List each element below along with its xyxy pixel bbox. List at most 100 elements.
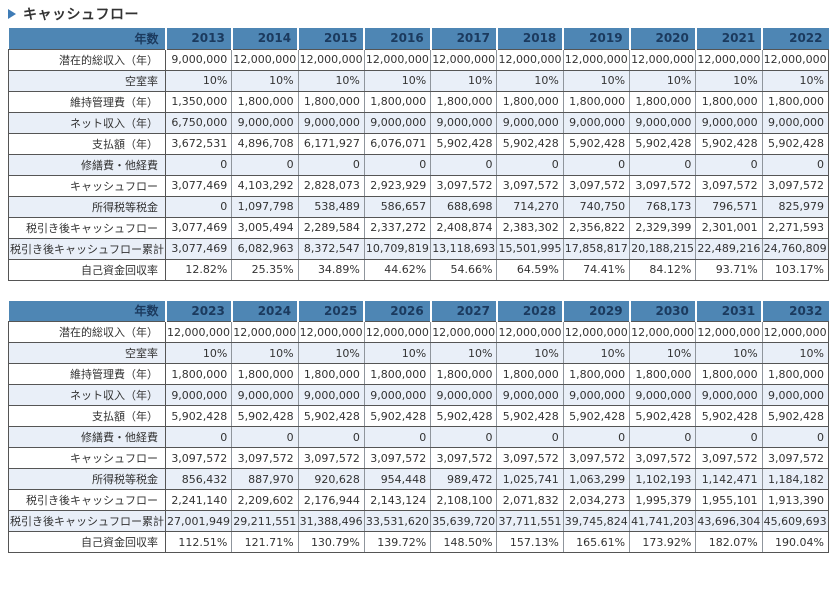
section-header: キャッシュフロー	[8, 4, 829, 24]
data-cell: 15,501,995	[496, 238, 564, 260]
data-cell: 12,000,000	[563, 321, 631, 343]
data-cell: 5,902,428	[762, 405, 830, 427]
data-cell: 5,902,428	[430, 405, 498, 427]
data-cell: 1,350,000	[165, 91, 233, 113]
data-cell: 740,750	[563, 196, 631, 218]
data-cell: 1,184,182	[762, 468, 830, 490]
data-cell: 35,639,720	[430, 510, 498, 532]
row-label-cell: 潜在的総収入（年）	[8, 321, 166, 343]
data-cell: 2,329,399	[629, 217, 697, 239]
data-cell: 9,000,000	[298, 112, 365, 134]
data-cell: 2,209,602	[231, 489, 299, 511]
row-label-cell: 維持管理費（年）	[8, 363, 166, 385]
data-cell: 5,902,428	[231, 405, 299, 427]
data-cell: 0	[298, 154, 365, 176]
data-cell: 12,000,000	[695, 321, 763, 343]
data-cell: 10%	[298, 342, 365, 364]
row-label-cell: 所得税等税金	[8, 196, 166, 218]
data-cell: 8,372,547	[298, 238, 365, 260]
year-header-cell: 2018	[496, 28, 565, 50]
data-cell: 0	[364, 426, 432, 448]
row-label-cell: 維持管理費（年）	[8, 91, 166, 113]
data-cell: 0	[430, 154, 498, 176]
year-header-row: 年数 2023 2024 2025 2026 2027 2028 2029 2030 2031 20…	[8, 300, 829, 322]
data-cell: 0	[430, 426, 498, 448]
table-row: キャッシュフロー 3,077,469 4,103,292 2,828,073 2,923…	[8, 175, 830, 197]
data-cell: 1,025,741	[496, 468, 564, 490]
data-cell: 9,000,000	[165, 49, 233, 71]
table-row: 維持管理費（年） 1,800,000 1,800,000 1,800,000 1,800…	[8, 363, 830, 385]
data-cell: 5,902,428	[563, 405, 631, 427]
data-cell: 9,000,000	[496, 112, 564, 134]
data-cell: 2,356,822	[563, 217, 631, 239]
data-cell: 0	[695, 154, 763, 176]
data-cell: 1,102,193	[629, 468, 697, 490]
row-label-cell: 自己資金回収率	[8, 531, 166, 553]
row-label-cell: 自己資金回収率	[8, 259, 166, 281]
data-cell: 1,955,101	[695, 489, 763, 511]
data-cell: 9,000,000	[165, 384, 233, 406]
data-cell: 3,097,572	[364, 447, 432, 469]
data-cell: 84.12%	[629, 259, 697, 281]
data-cell: 93.71%	[695, 259, 763, 281]
data-cell: 182.07%	[695, 531, 763, 553]
table-row: 税引き後キャッシュフロー 3,077,469 3,005,494 2,289,584 2…	[8, 217, 830, 239]
data-cell: 5,902,428	[364, 405, 432, 427]
data-cell: 74.41%	[563, 259, 631, 281]
data-cell: 0	[563, 426, 631, 448]
data-cell: 5,902,428	[762, 133, 830, 155]
data-cell: 13,118,693	[430, 238, 498, 260]
data-cell: 1,800,000	[364, 91, 432, 113]
data-cell: 3,097,572	[762, 447, 830, 469]
data-cell: 12,000,000	[231, 321, 299, 343]
data-cell: 768,173	[629, 196, 697, 218]
table-row: 潜在的総収入（年） 12,000,000 12,000,000 12,000,000 1…	[8, 321, 830, 343]
table-row: 支払額（年） 5,902,428 5,902,428 5,902,428 5,902,4…	[8, 405, 830, 427]
data-cell: 12,000,000	[231, 49, 299, 71]
data-cell: 10%	[430, 70, 498, 92]
data-cell: 12.82%	[165, 259, 233, 281]
data-cell: 130.79%	[298, 531, 365, 553]
table-row: 潜在的総収入（年） 9,000,000 12,000,000 12,000,000 12…	[8, 49, 830, 71]
year-header-cell: 2027	[430, 300, 498, 322]
table-row: キャッシュフロー 3,097,572 3,097,572 3,097,572 3,097…	[8, 447, 830, 469]
data-cell: 10%	[165, 70, 233, 92]
data-cell: 2,408,874	[430, 217, 498, 239]
data-cell: 9,000,000	[231, 384, 299, 406]
table-row: 空室率 10% 10% 10% 10% 10% 10% 10% 10% 10% 10%	[8, 70, 830, 92]
data-cell: 12,000,000	[762, 49, 830, 71]
data-cell: 5,902,428	[496, 405, 564, 427]
table-row: 税引き後キャッシュフロー累計 27,001,949 29,211,551 31,388…	[8, 510, 830, 532]
data-cell: 5,902,428	[165, 405, 233, 427]
data-cell: 12,000,000	[762, 321, 830, 343]
data-cell: 688,698	[430, 196, 498, 218]
year-header-cell: 2021	[695, 28, 764, 50]
data-cell: 1,800,000	[231, 91, 299, 113]
data-cell: 12,000,000	[430, 321, 498, 343]
data-cell: 10%	[695, 70, 763, 92]
data-cell: 1,800,000	[695, 91, 763, 113]
data-cell: 139.72%	[364, 531, 432, 553]
data-cell: 39,745,824	[563, 510, 631, 532]
data-cell: 1,800,000	[563, 363, 631, 385]
data-cell: 3,005,494	[231, 217, 299, 239]
data-cell: 17,858,817	[563, 238, 631, 260]
data-cell: 43,696,304	[695, 510, 763, 532]
year-header-cell: 2026	[364, 300, 432, 322]
data-cell: 9,000,000	[298, 384, 365, 406]
data-cell: 41,741,203	[629, 510, 697, 532]
data-cell: 0	[629, 426, 697, 448]
year-header-cell: 2031	[695, 300, 764, 322]
data-cell: 27,001,949	[165, 510, 233, 532]
data-cell: 10%	[496, 342, 564, 364]
table-row: 修繕費・他経費 0 0 0 0 0 0 0 0 0 0	[8, 426, 830, 448]
data-cell: 0	[762, 426, 830, 448]
data-cell: 3,097,572	[496, 175, 564, 197]
data-cell: 1,800,000	[563, 91, 631, 113]
data-cell: 9,000,000	[762, 384, 830, 406]
year-header-cell: 2022	[762, 28, 829, 50]
row-label-cell: 税引き後キャッシュフロー累計	[8, 238, 166, 260]
data-cell: 31,388,496	[298, 510, 365, 532]
data-cell: 1,800,000	[496, 363, 564, 385]
data-cell: 0	[231, 426, 299, 448]
